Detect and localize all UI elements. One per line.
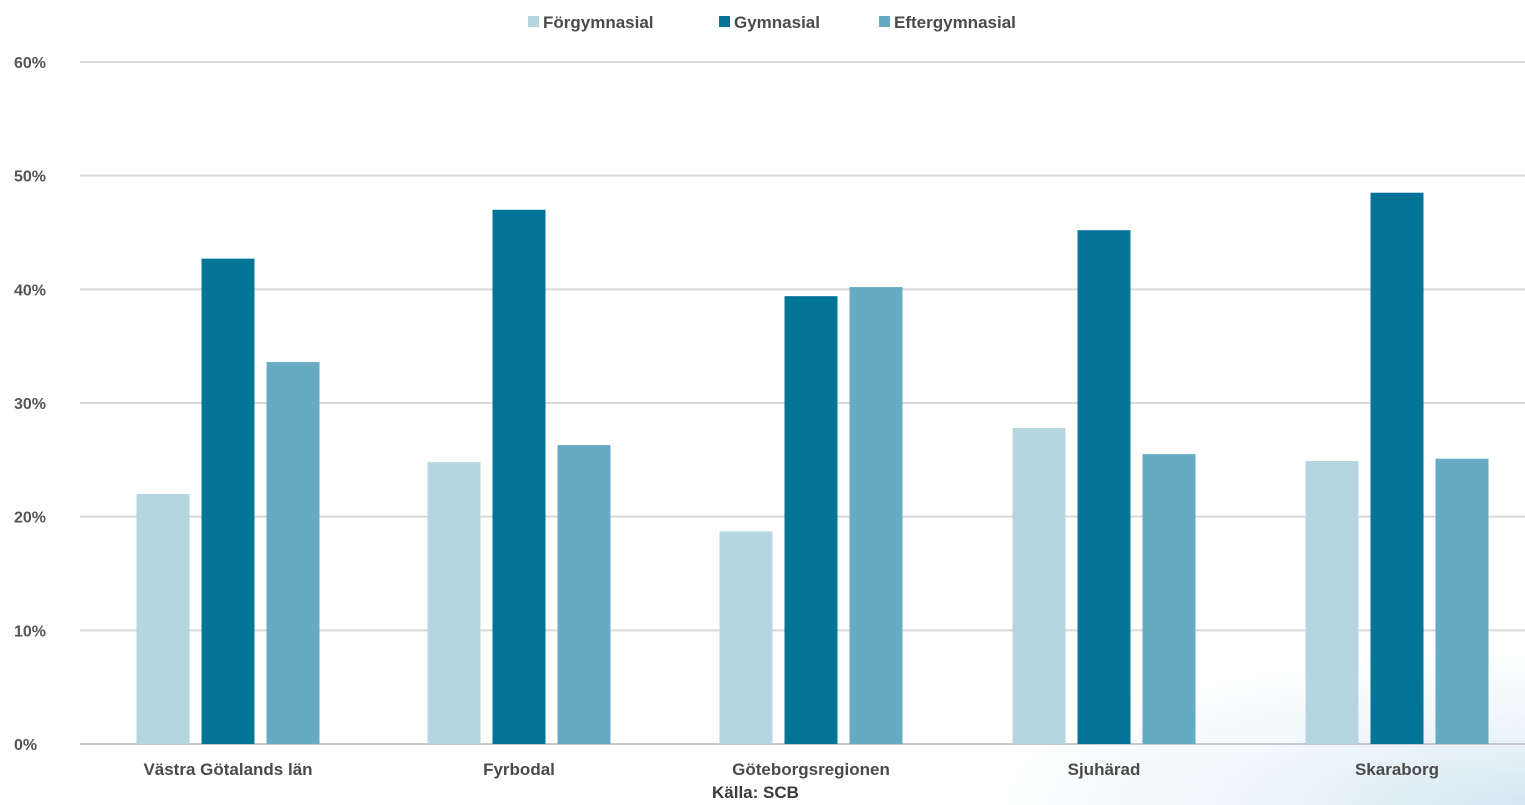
bar (201, 258, 255, 744)
y-tick-label: 50% (14, 169, 46, 186)
bar (1370, 192, 1424, 744)
legend-swatch (879, 16, 890, 27)
bar (1077, 230, 1131, 744)
legend-label: Förgymnasial (543, 13, 654, 32)
source-note: Källa: SCB (712, 783, 799, 802)
bar (849, 287, 903, 744)
y-tick-label: 40% (14, 282, 46, 299)
bar (427, 462, 481, 744)
y-tick-label: 60% (14, 55, 46, 72)
bar (1435, 458, 1489, 744)
x-axis-categories: Västra Götalands län Fyrbodal Göteborgsreg… (143, 760, 1439, 779)
bar (266, 362, 320, 744)
y-tick-label: 0% (14, 737, 37, 754)
bar (784, 296, 838, 744)
x-category-label: Fyrbodal (483, 760, 555, 779)
y-tick-label: 30% (14, 396, 46, 413)
x-category-label: Sjuhärad (1068, 760, 1141, 779)
legend-swatch (719, 16, 730, 27)
x-category-label: Skaraborg (1355, 760, 1439, 779)
legend-label: Eftergymnasial (894, 13, 1016, 32)
bar (136, 493, 190, 744)
bar (492, 209, 546, 744)
bar (719, 531, 773, 744)
x-category-label: Västra Götalands län (143, 760, 312, 779)
bar (1012, 428, 1066, 744)
bars (136, 192, 1489, 744)
bar (557, 445, 611, 744)
legend-swatch (528, 16, 539, 27)
y-axis-ticks: 0% 10% 20% 30% 40% 50% 60% (14, 55, 46, 754)
bar (1142, 454, 1196, 744)
y-tick-label: 20% (14, 510, 46, 527)
x-category-label: Göteborgsregionen (732, 760, 890, 779)
legend: Förgymnasial Gymnasial Eftergymnasial (528, 13, 1016, 32)
legend-label: Gymnasial (734, 13, 820, 32)
bar (1305, 460, 1359, 744)
y-tick-label: 10% (14, 623, 46, 640)
